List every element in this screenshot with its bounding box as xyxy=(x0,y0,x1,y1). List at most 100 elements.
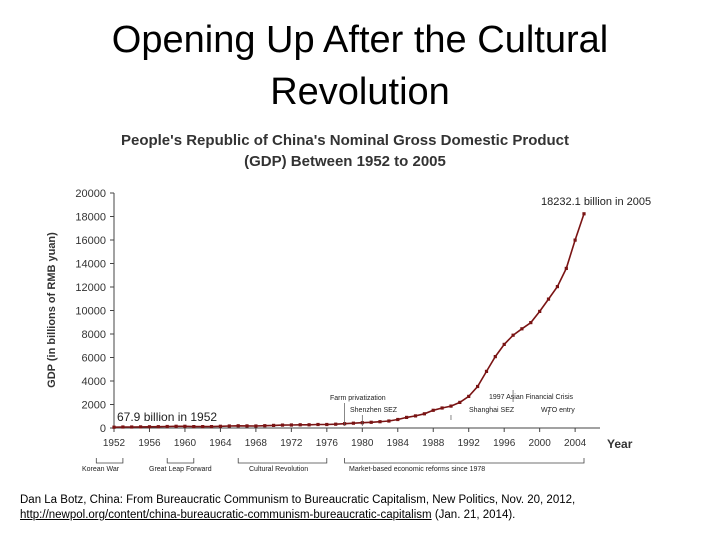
gdp-point xyxy=(582,212,586,216)
annotation-start: 67.9 billion in 1952 xyxy=(117,410,217,424)
gdp-point xyxy=(396,417,400,422)
y-axis-label: GDP (in billions of RMB yuan) xyxy=(46,232,58,388)
x-tick-label: 2000 xyxy=(529,438,552,449)
gdp-point xyxy=(307,423,311,427)
chart-title-line2: (GDP) Between 1952 to 2005 xyxy=(244,153,446,170)
gdp-point xyxy=(511,333,515,337)
gdp-point xyxy=(325,422,329,427)
bracket-korean-war xyxy=(95,458,124,464)
gdp-point xyxy=(227,424,231,428)
annotation-farm: Farm privatization xyxy=(330,395,386,402)
gdp-point xyxy=(555,285,559,289)
x-tick-label: 1992 xyxy=(458,438,481,449)
gdp-point xyxy=(387,419,391,423)
period-reforms: Market-based economic reforms since 1978 xyxy=(349,466,485,473)
caption-suffix: (Jan. 21, 2014). xyxy=(431,509,516,521)
x-tick-label: 1964 xyxy=(209,438,232,449)
gdp-point xyxy=(529,321,533,325)
gdp-point xyxy=(334,422,338,426)
gdp-point xyxy=(289,423,293,427)
gdp-point xyxy=(440,406,444,410)
gdp-point xyxy=(502,342,506,346)
source-caption: Dan La Botz, China: From Bureaucratic Co… xyxy=(20,493,710,523)
y-tick-label: 14000 xyxy=(75,259,106,271)
caption-link[interactable]: http://newpol.org/content/china-bureaucr… xyxy=(20,509,432,521)
period-cultural-revolution: Cultural Revolution xyxy=(249,466,308,473)
slide-title: Opening Up After the Cultural Revolution xyxy=(0,14,720,118)
y-tick-label: 0 xyxy=(100,423,106,435)
gdp-point xyxy=(458,400,462,404)
x-tick-label: 1996 xyxy=(493,438,516,449)
gdp-point xyxy=(573,238,577,242)
gdp-point xyxy=(165,424,169,429)
annotation-asian-crisis: 1997 Asian Financial Crisis xyxy=(489,394,574,401)
chart-title-line1: People's Republic of China's Nominal Gro… xyxy=(121,132,569,149)
gdp-point xyxy=(209,425,214,429)
gdp-point xyxy=(245,424,249,428)
y-tick-label: 18000 xyxy=(75,212,106,224)
gdp-point xyxy=(413,414,418,418)
gdp-point xyxy=(147,425,152,429)
x-tick-label: 1976 xyxy=(316,438,339,449)
y-tick-label: 16000 xyxy=(75,235,106,247)
gdp-point xyxy=(564,266,568,270)
gdp-point xyxy=(156,425,160,429)
gdp-point xyxy=(431,408,435,412)
y-tick-label: 8000 xyxy=(82,329,106,341)
gdp-point xyxy=(263,424,267,428)
gdp-point xyxy=(254,424,258,428)
y-tick-label: 4000 xyxy=(82,376,106,388)
gdp-point xyxy=(121,425,125,429)
gdp-point xyxy=(183,424,187,428)
annotation-shanghai: Shanghai SEZ xyxy=(469,407,515,414)
gdp-point xyxy=(546,297,551,301)
slide-title-line2: Revolution xyxy=(270,71,450,113)
gdp-point xyxy=(236,424,240,428)
gdp-point xyxy=(493,355,497,359)
gdp-point xyxy=(369,420,373,424)
gdp-point xyxy=(351,421,355,425)
gdp-point xyxy=(192,425,196,429)
x-tick-label: 1960 xyxy=(174,438,197,449)
gdp-point xyxy=(201,425,205,429)
annotation-wto: WTO entry xyxy=(541,407,575,414)
period-korean-war: Korean War xyxy=(82,466,120,473)
gdp-point xyxy=(130,425,134,429)
x-tick-label: 1988 xyxy=(422,438,445,449)
x-tick-label: 1968 xyxy=(245,438,268,449)
x-tick-label: 1956 xyxy=(138,438,161,449)
x-tick-label: 2004 xyxy=(564,438,587,449)
y-tick-labels: 0 2000 4000 6000 8000 10000 12000 14000 16000 180… xyxy=(75,188,106,435)
gdp-point xyxy=(538,309,542,313)
period-brackets: Korean War Great Leap Forward Cultural R… xyxy=(82,458,585,473)
chart-annotations: 67.9 billion in 1952 18232.1 billion in … xyxy=(117,196,651,426)
x-tick-label: 1984 xyxy=(387,438,410,449)
y-tick-label: 12000 xyxy=(75,282,106,294)
gdp-chart: People's Republic of China's Nominal Gro… xyxy=(46,132,651,473)
gdp-series xyxy=(112,212,586,429)
gdp-point xyxy=(520,327,524,331)
bracket-cultural-revolution xyxy=(237,458,328,464)
x-tick-label: 1952 xyxy=(103,438,126,449)
gdp-point xyxy=(112,425,116,429)
gdp-point xyxy=(280,423,285,427)
bracket-reforms xyxy=(344,458,585,464)
x-tick-label: 1972 xyxy=(280,438,303,449)
caption-text: Dan La Botz, China: From Bureaucratic Co… xyxy=(20,494,576,506)
gdp-point xyxy=(139,425,143,429)
gdp-point xyxy=(378,420,382,424)
gdp-point xyxy=(316,422,320,427)
annotation-shenzhen: Shenzhen SEZ xyxy=(350,407,398,414)
gdp-point xyxy=(422,412,426,416)
gdp-point xyxy=(298,423,302,427)
y-tick-label: 20000 xyxy=(75,188,106,200)
gdp-point xyxy=(449,404,453,408)
gdp-point xyxy=(467,394,471,398)
annotation-end: 18232.1 billion in 2005 xyxy=(541,196,651,208)
period-great-leap: Great Leap Forward xyxy=(149,466,212,473)
gdp-point xyxy=(476,384,480,389)
gdp-point xyxy=(405,415,409,419)
x-axis-label: Year xyxy=(607,437,633,451)
y-tick-label: 2000 xyxy=(82,400,106,412)
x-tick-label: 1980 xyxy=(351,438,374,449)
